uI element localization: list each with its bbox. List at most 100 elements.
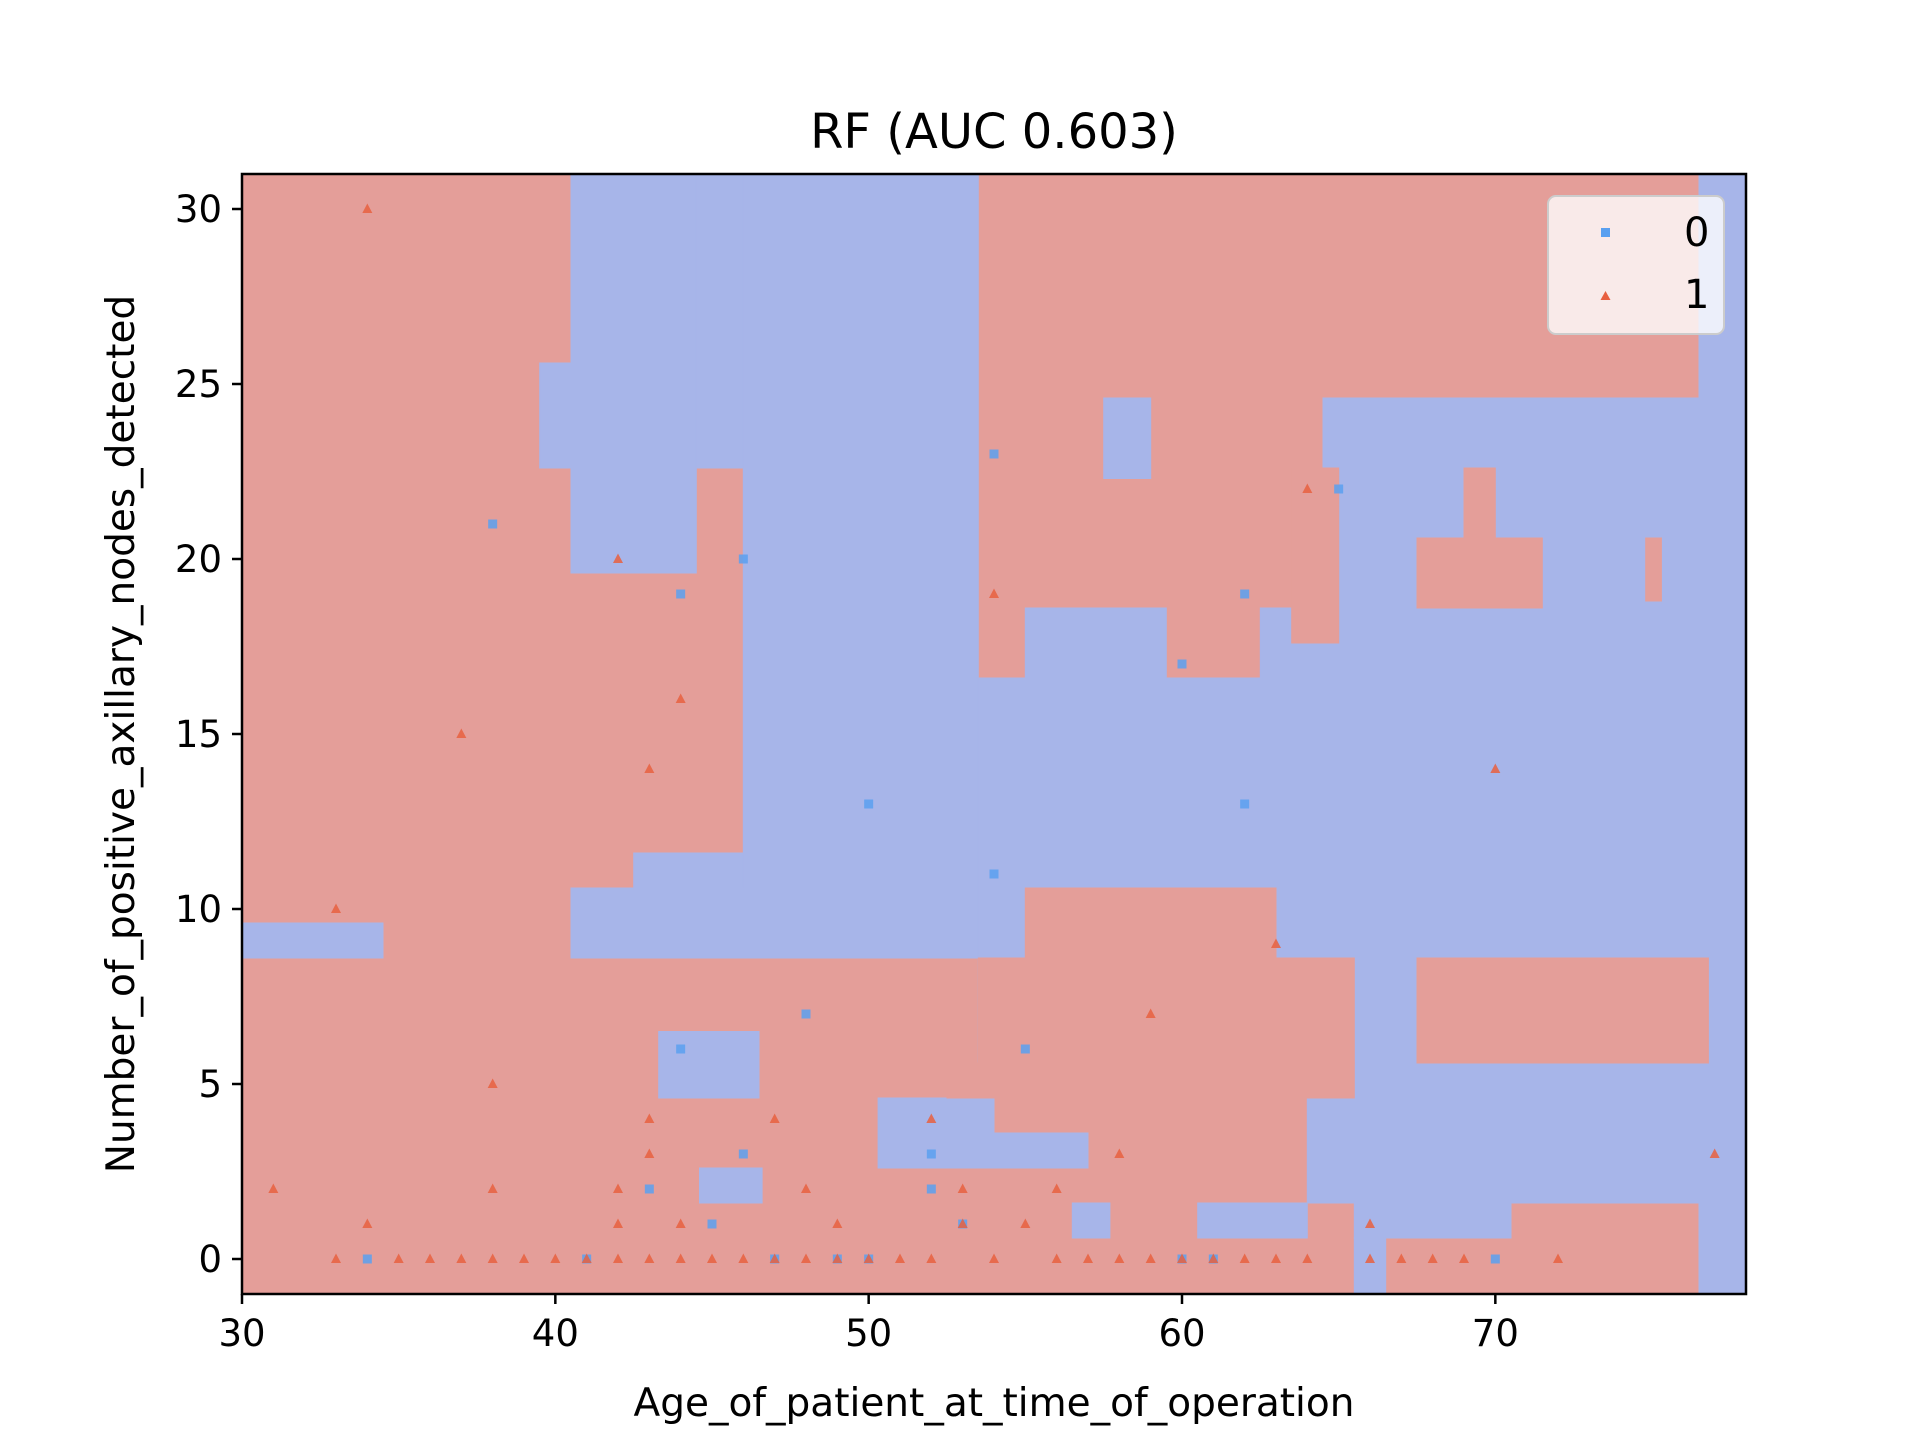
point-class-1	[613, 1183, 623, 1193]
region-class-0	[695, 174, 744, 469]
point-class-1	[331, 903, 341, 913]
point-class-1	[644, 1253, 655, 1263]
region-class-0	[570, 174, 697, 574]
region-class-0	[742, 174, 979, 889]
region-class-0	[1197, 1202, 1308, 1239]
region-class-0	[1103, 397, 1152, 479]
point-class-0	[989, 869, 999, 879]
point-class-1	[425, 1253, 435, 1263]
point-class-1	[1396, 1253, 1407, 1263]
region-class-1	[1416, 957, 1709, 1064]
region-class-0	[242, 922, 384, 959]
point-class-1	[926, 1113, 937, 1123]
point-class-0	[989, 449, 999, 459]
point-class-1	[362, 1218, 373, 1228]
point-class-1	[581, 1253, 592, 1263]
y-axis-label: Number_of_positive_axillary_nodes_detect…	[99, 295, 144, 1173]
region-class-0	[1306, 1097, 1746, 1204]
point-class-1	[957, 1183, 968, 1193]
point-class-1	[769, 1253, 780, 1263]
region-class-1	[977, 957, 1355, 1064]
point-class-1	[1208, 1253, 1219, 1263]
point-class-0	[1177, 659, 1187, 669]
x-tick-label: 30	[218, 1312, 265, 1355]
point-class-1	[1271, 938, 1281, 948]
plot-area	[242, 174, 1746, 1294]
point-class-1	[1365, 1253, 1375, 1263]
y-tick-label: 0	[198, 1238, 222, 1281]
point-class-1	[362, 203, 373, 213]
region-class-1	[946, 1062, 1355, 1099]
region-class-1	[1645, 537, 1662, 602]
point-class-1	[1553, 1253, 1563, 1263]
x-tick-label: 60	[1158, 1312, 1205, 1355]
point-class-1	[769, 1113, 780, 1123]
point-class-1	[1145, 1253, 1156, 1263]
x-axis: 30 40 50 60 70	[218, 1294, 1519, 1355]
point-class-1	[613, 1218, 623, 1228]
point-class-1	[487, 1078, 498, 1088]
point-class-0	[1240, 799, 1250, 809]
point-class-0	[926, 1149, 936, 1159]
point-class-1	[895, 1253, 905, 1263]
region-class-0	[1071, 1202, 1111, 1239]
point-class-1	[989, 1253, 999, 1263]
point-class-1	[707, 1253, 717, 1263]
point-class-1	[738, 1253, 749, 1263]
y-tick-label: 5	[198, 1063, 222, 1106]
decision-regions	[242, 174, 1746, 1294]
point-class-1	[1427, 1253, 1438, 1263]
legend-marker-1	[1600, 291, 1611, 300]
legend-box	[1547, 195, 1725, 335]
point-class-1	[456, 728, 467, 738]
point-class-1	[1239, 1253, 1250, 1263]
region-class-0	[1024, 607, 1167, 679]
point-class-1	[1271, 1253, 1281, 1263]
point-class-1	[613, 553, 623, 563]
point-class-0	[801, 1009, 811, 1019]
point-class-1	[456, 1253, 467, 1263]
chart-title: RF (AUC 0.603)	[810, 104, 1178, 160]
point-class-0	[676, 589, 686, 599]
point-class-1	[1365, 1218, 1375, 1228]
point-class-1	[801, 1253, 811, 1263]
point-class-1	[1302, 483, 1313, 493]
point-class-0	[738, 1149, 748, 1159]
region-class-1	[1416, 537, 1543, 609]
region-class-1	[1024, 887, 1277, 959]
x-tick-label: 40	[532, 1312, 579, 1355]
legend-label-0: 0	[1684, 210, 1709, 256]
point-class-1	[675, 1253, 686, 1263]
region-class-0	[539, 362, 572, 469]
point-class-1	[1177, 1253, 1187, 1263]
region-class-1	[1463, 467, 1496, 539]
point-class-1	[675, 1218, 686, 1228]
point-class-1	[675, 693, 686, 703]
legend: 0 1	[1547, 195, 1725, 335]
region-class-0	[1353, 1202, 1512, 1239]
point-class-0	[1020, 1044, 1030, 1054]
point-class-1	[487, 1183, 498, 1193]
point-class-0	[362, 1254, 372, 1264]
point-class-1	[331, 1253, 341, 1263]
y-axis: 0 5 10 15 20 25 30	[175, 188, 242, 1281]
x-axis-label: Age_of_patient_at_time_of_operation	[634, 1381, 1355, 1426]
point-class-0	[644, 1184, 654, 1194]
point-class-1	[393, 1253, 404, 1263]
point-class-1	[1114, 1253, 1125, 1263]
point-class-1	[644, 763, 655, 773]
point-class-1	[487, 1253, 498, 1263]
point-class-1	[926, 1253, 937, 1263]
point-class-1	[1145, 1008, 1156, 1018]
point-class-1	[1020, 1218, 1031, 1228]
point-class-1	[957, 1218, 968, 1228]
point-class-0	[488, 519, 498, 529]
point-class-1	[644, 1148, 655, 1158]
point-class-0	[738, 554, 748, 564]
region-class-0	[570, 887, 979, 959]
region-class-0	[877, 1097, 995, 1169]
point-class-0	[1490, 1254, 1500, 1264]
point-class-1	[989, 588, 999, 598]
y-tick-label: 10	[175, 888, 222, 931]
